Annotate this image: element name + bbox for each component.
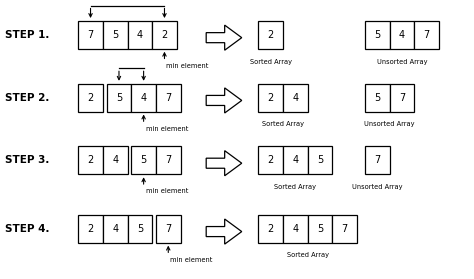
Text: STEP 2.: STEP 2. — [5, 93, 49, 103]
Text: 4: 4 — [292, 224, 298, 234]
Text: Unsorted Array: Unsorted Array — [377, 59, 427, 65]
Text: min element: min element — [146, 126, 188, 132]
Text: STEP 3.: STEP 3. — [5, 155, 49, 165]
Bar — [78, 84, 103, 112]
Bar — [283, 215, 308, 243]
Bar — [390, 21, 414, 49]
Bar — [156, 84, 181, 112]
Text: 2: 2 — [267, 30, 274, 40]
Text: 7: 7 — [423, 30, 430, 40]
Text: 4: 4 — [141, 93, 146, 103]
Bar — [156, 215, 181, 243]
Text: 7: 7 — [374, 155, 381, 165]
Text: 2: 2 — [87, 224, 94, 234]
Bar — [107, 84, 131, 112]
Bar — [103, 146, 128, 174]
Bar — [283, 146, 308, 174]
Text: 4: 4 — [112, 155, 118, 165]
Text: Unsorted Array: Unsorted Array — [352, 184, 402, 190]
Bar — [103, 215, 128, 243]
Polygon shape — [206, 151, 242, 176]
Bar — [365, 146, 390, 174]
Text: 7: 7 — [165, 93, 172, 103]
Text: Sorted Array: Sorted Array — [262, 121, 304, 128]
Text: 5: 5 — [317, 224, 323, 234]
Text: min element: min element — [170, 257, 212, 263]
Text: Sorted Array: Sorted Array — [274, 184, 316, 190]
Text: 5: 5 — [374, 30, 381, 40]
Bar — [283, 84, 308, 112]
Text: 4: 4 — [292, 155, 298, 165]
Bar — [308, 146, 332, 174]
Text: 2: 2 — [267, 155, 274, 165]
Text: 4: 4 — [137, 30, 143, 40]
Text: 4: 4 — [112, 224, 118, 234]
Bar — [332, 215, 357, 243]
Text: Sorted Array: Sorted Array — [287, 252, 328, 259]
Bar — [128, 215, 152, 243]
Text: STEP 1.: STEP 1. — [5, 30, 49, 40]
Bar — [308, 215, 332, 243]
Text: 2: 2 — [87, 93, 94, 103]
Bar — [128, 21, 152, 49]
Bar — [258, 84, 283, 112]
Text: 7: 7 — [87, 30, 94, 40]
Bar — [78, 215, 103, 243]
Polygon shape — [206, 25, 242, 50]
Polygon shape — [206, 219, 242, 244]
Text: 7: 7 — [165, 224, 172, 234]
Bar — [152, 21, 177, 49]
Polygon shape — [206, 88, 242, 113]
Bar — [131, 84, 156, 112]
Text: 5: 5 — [317, 155, 323, 165]
Bar — [258, 146, 283, 174]
Text: 7: 7 — [341, 224, 348, 234]
Text: 7: 7 — [165, 155, 172, 165]
Text: min element: min element — [166, 63, 209, 69]
Bar — [78, 21, 103, 49]
Text: STEP 4.: STEP 4. — [5, 224, 49, 234]
Bar — [156, 146, 181, 174]
Bar — [365, 84, 390, 112]
Text: 5: 5 — [374, 93, 381, 103]
Bar — [78, 146, 103, 174]
Text: 5: 5 — [112, 30, 118, 40]
Text: 4: 4 — [292, 93, 298, 103]
Text: 2: 2 — [87, 155, 94, 165]
Text: 5: 5 — [140, 155, 147, 165]
Text: 5: 5 — [137, 224, 143, 234]
Text: Sorted Array: Sorted Array — [250, 59, 292, 65]
Text: Unsorted Array: Unsorted Array — [365, 121, 415, 128]
Bar — [258, 215, 283, 243]
Text: min element: min element — [146, 188, 188, 194]
Text: 2: 2 — [267, 93, 274, 103]
Bar — [390, 84, 414, 112]
Text: 4: 4 — [399, 30, 405, 40]
Bar — [365, 21, 390, 49]
Text: 2: 2 — [161, 30, 168, 40]
Bar — [414, 21, 439, 49]
Bar — [131, 146, 156, 174]
Text: 5: 5 — [116, 93, 122, 103]
Bar — [258, 21, 283, 49]
Text: 7: 7 — [399, 93, 405, 103]
Bar — [103, 21, 128, 49]
Text: 2: 2 — [267, 224, 274, 234]
